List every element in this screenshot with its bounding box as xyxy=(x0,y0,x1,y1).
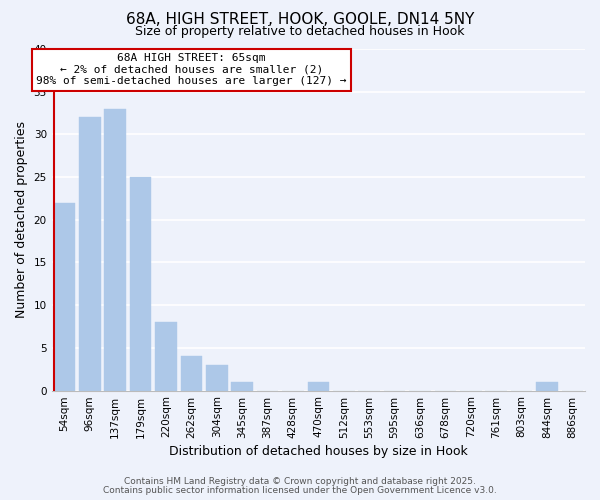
Y-axis label: Number of detached properties: Number of detached properties xyxy=(15,122,28,318)
Text: Size of property relative to detached houses in Hook: Size of property relative to detached ho… xyxy=(135,25,465,38)
Bar xyxy=(79,118,101,390)
Bar xyxy=(130,177,151,390)
Text: 68A HIGH STREET: 65sqm
← 2% of detached houses are smaller (2)
98% of semi-detac: 68A HIGH STREET: 65sqm ← 2% of detached … xyxy=(36,54,347,86)
Bar xyxy=(308,382,329,390)
Text: Contains public sector information licensed under the Open Government Licence v3: Contains public sector information licen… xyxy=(103,486,497,495)
Text: Contains HM Land Registry data © Crown copyright and database right 2025.: Contains HM Land Registry data © Crown c… xyxy=(124,477,476,486)
Bar xyxy=(53,202,75,390)
Text: 68A, HIGH STREET, HOOK, GOOLE, DN14 5NY: 68A, HIGH STREET, HOOK, GOOLE, DN14 5NY xyxy=(126,12,474,28)
Bar xyxy=(536,382,557,390)
Bar xyxy=(104,109,126,390)
Bar xyxy=(181,356,202,390)
Bar xyxy=(232,382,253,390)
Bar xyxy=(155,322,177,390)
Bar xyxy=(206,365,227,390)
X-axis label: Distribution of detached houses by size in Hook: Distribution of detached houses by size … xyxy=(169,444,468,458)
